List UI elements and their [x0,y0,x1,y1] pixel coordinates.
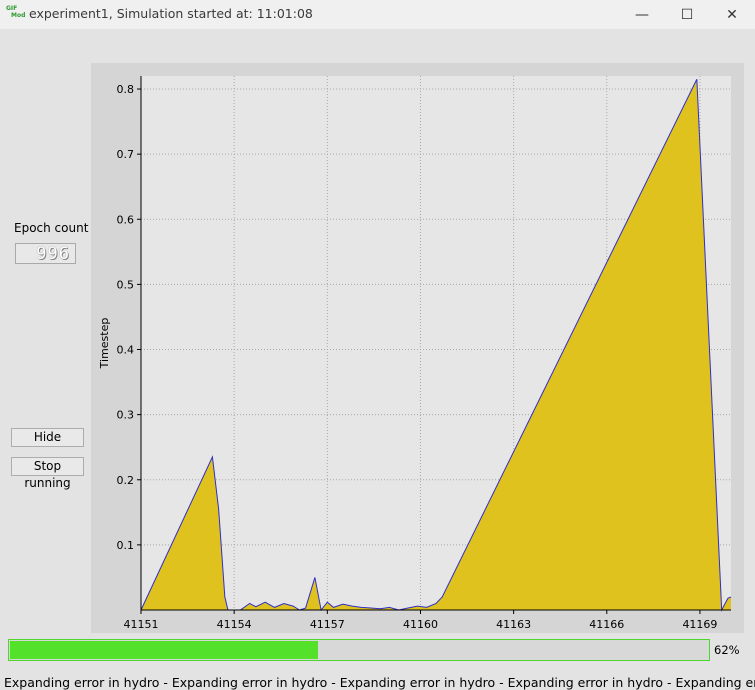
y-tick-label: 0.6 [117,213,135,226]
epoch-count-display: 996 [15,243,76,264]
close-button[interactable]: ✕ [709,0,755,29]
x-tick-label: 41169 [682,618,717,631]
y-tick-label: 0.2 [117,474,135,487]
epoch-count-label: Epoch count [14,221,89,235]
y-tick-label: 0.3 [117,409,135,422]
y-tick-label: 0.1 [117,539,135,552]
x-tick-label: 41157 [310,618,345,631]
chart-panel: 41151 41154 41157 41160 41163 41166 41169 0.1 0.… [91,63,744,633]
x-tick-label: 41154 [217,618,252,631]
timestep-chart: 41151 41154 41157 41160 41163 41166 41169 0.1 0.… [98,76,732,631]
hide-button[interactable]: Hide [11,428,84,447]
status-message: Expanding error in hydro - Expanding err… [4,675,755,690]
y-tick-label: 0.7 [117,148,135,161]
minimize-icon: — [635,6,649,23]
x-tick-label: 41151 [124,618,159,631]
minimize-button[interactable]: — [619,0,665,29]
y-tick-label: 0.5 [117,278,135,291]
maximize-icon: ☐ [680,6,694,23]
maximize-button[interactable]: ☐ [664,0,710,29]
title-bar: GIF Mod experiment1, Simulation started … [0,0,755,29]
x-tick-label: 41160 [403,618,438,631]
progress-bar-fill [10,641,319,659]
x-tick-label: 41166 [589,618,624,631]
app-logo-icon: GIF Mod [6,5,26,19]
y-axis-label: Timestep [98,318,111,370]
series-line [140,79,732,612]
x-tick-label: 41163 [496,618,531,631]
stop-running-button[interactable]: Stop running [11,457,84,490]
window-title: experiment1, Simulation started at: 11:0… [29,6,313,21]
progress-bar [8,639,710,661]
progress-percent-label: 62% [714,643,740,657]
y-tick-label: 0.8 [117,83,135,96]
series-area-fill [141,79,731,610]
y-tick-label: 0.4 [117,344,135,357]
close-icon: ✕ [726,6,738,23]
